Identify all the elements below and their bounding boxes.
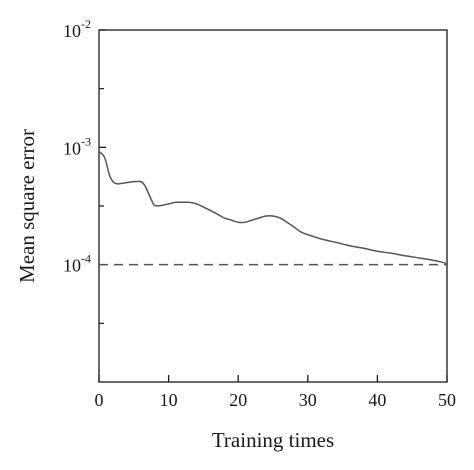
x-axis-ticks: 0 10 20 30 40 50 [95,375,456,410]
x-tick-label: 10 [160,390,178,410]
series-group [98,151,448,266]
x-tick-label: 50 [438,390,456,410]
y-tick-label: 10-4 [63,252,91,276]
x-axis-title: Training times [212,428,334,452]
y-axis-title: Mean square error [15,129,39,283]
x-tick-label: 20 [229,390,247,410]
mse-curve-line [98,151,448,265]
x-tick-label: 0 [95,390,104,410]
plot-frame [98,29,448,383]
y-tick-label: 10-2 [63,17,91,41]
x-tick-label: 30 [299,390,317,410]
x-tick-label: 40 [368,390,386,410]
y-tick-label: 10-3 [63,134,91,158]
